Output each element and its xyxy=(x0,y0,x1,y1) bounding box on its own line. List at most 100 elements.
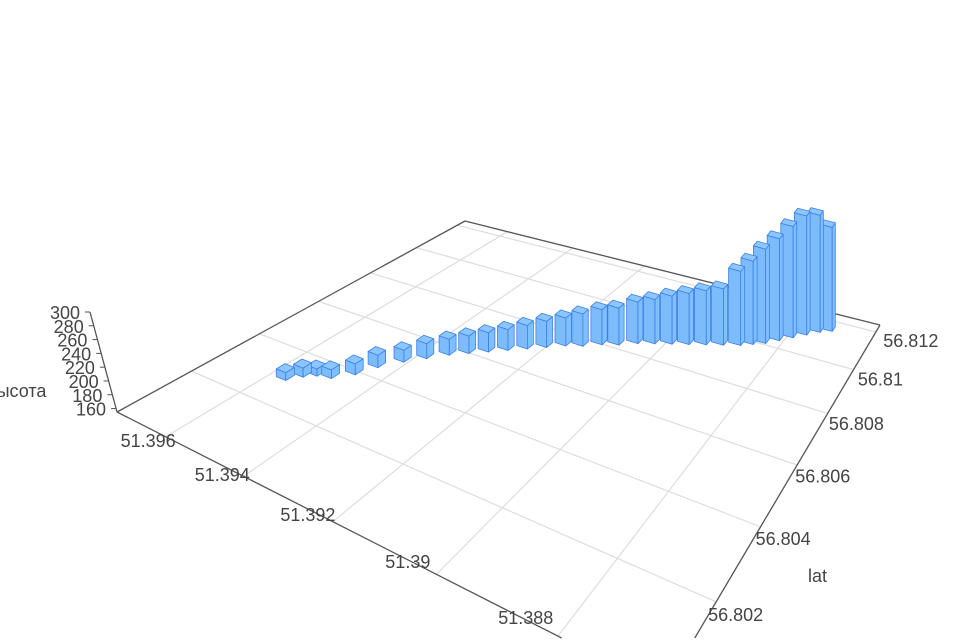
bar-face xyxy=(688,288,694,346)
bar[interactable] xyxy=(535,312,553,348)
bar-face xyxy=(740,266,746,346)
bar[interactable] xyxy=(607,299,625,346)
bar[interactable] xyxy=(321,360,341,380)
lon-tick-label: 51.394 xyxy=(195,465,250,485)
bar-face xyxy=(535,317,548,348)
bar-top xyxy=(711,280,729,290)
bar-top xyxy=(321,360,341,371)
bar-top xyxy=(438,330,457,340)
bar-top xyxy=(807,207,824,216)
bar-top xyxy=(643,291,661,301)
grid-line-lon xyxy=(165,231,508,438)
bar-face xyxy=(779,233,784,342)
lat-tick-label: 56.81 xyxy=(858,370,903,390)
bar-face xyxy=(806,210,811,336)
bar[interactable] xyxy=(497,320,515,351)
lat-tick-label: 56.806 xyxy=(795,467,850,487)
axis-line xyxy=(116,220,466,413)
bar-face xyxy=(660,292,673,345)
bar-top xyxy=(677,285,694,295)
z-tick-label: 220 xyxy=(65,358,95,378)
tick-labels: 51.396 51.394 51.392 51.39 51.388 56.812 56.81… xyxy=(50,303,938,628)
bar-top xyxy=(516,316,534,326)
bar[interactable] xyxy=(516,316,534,350)
bar[interactable] xyxy=(626,293,644,345)
bar-face xyxy=(711,285,724,346)
lon-tick-label: 51.392 xyxy=(280,505,335,525)
bar-face xyxy=(637,297,644,345)
bar-top xyxy=(571,305,589,315)
bar-top xyxy=(344,354,364,365)
bar[interactable] xyxy=(554,309,572,347)
grid-line-lon xyxy=(557,306,810,637)
bar[interactable] xyxy=(694,282,711,346)
bar-top xyxy=(497,320,515,331)
bar[interactable] xyxy=(766,230,784,342)
bar-top xyxy=(293,358,312,369)
bar[interactable] xyxy=(458,327,476,355)
bar[interactable] xyxy=(590,301,608,346)
lat-tick-label: 56.802 xyxy=(708,605,763,625)
bar-face xyxy=(554,314,567,347)
z-tick-label: 200 xyxy=(69,372,99,392)
bar-top xyxy=(535,312,553,322)
bar-top xyxy=(740,252,758,262)
bar[interactable] xyxy=(677,285,694,346)
bar-face xyxy=(571,310,584,347)
bar[interactable] xyxy=(367,346,387,369)
bar[interactable] xyxy=(643,291,661,345)
bar[interactable] xyxy=(438,330,457,356)
grid-line-lat xyxy=(191,370,717,603)
bar[interactable] xyxy=(793,207,811,336)
bar-top xyxy=(793,207,811,217)
bar-top xyxy=(458,327,476,337)
bar-top xyxy=(780,218,798,227)
bar[interactable] xyxy=(780,218,798,339)
bar-top xyxy=(660,287,678,297)
bar-top xyxy=(607,299,625,309)
bar-top xyxy=(477,324,496,334)
bar-top xyxy=(367,346,387,356)
axis-line xyxy=(694,324,881,639)
bars xyxy=(275,207,836,381)
z-tick-label: 260 xyxy=(57,331,87,351)
bar-face xyxy=(516,321,528,350)
z-axis-label: высота xyxy=(0,381,47,401)
bar-top xyxy=(590,301,608,311)
bar[interactable] xyxy=(660,287,678,345)
bar-face xyxy=(590,305,603,346)
bar[interactable] xyxy=(477,324,496,353)
bar-top xyxy=(626,293,644,303)
lon-tick-label: 51.39 xyxy=(385,552,430,572)
bar-face xyxy=(626,298,639,345)
bar[interactable] xyxy=(344,354,364,376)
bar-face xyxy=(671,291,678,345)
bar-face xyxy=(792,221,798,339)
lat-tick-label: 56.804 xyxy=(756,529,811,549)
z-axis-line xyxy=(89,311,118,413)
bar-face xyxy=(582,308,589,347)
bar[interactable] xyxy=(275,363,295,381)
grid-line-lat xyxy=(318,300,798,466)
bar-top xyxy=(416,334,435,345)
bar-top xyxy=(753,240,770,250)
bar[interactable] xyxy=(728,262,746,346)
bar[interactable] xyxy=(571,305,589,347)
bar[interactable] xyxy=(711,280,729,346)
lon-tick-label: 51.396 xyxy=(121,431,176,451)
bar-top xyxy=(694,282,711,292)
bar-face xyxy=(607,304,620,346)
bar-face xyxy=(831,222,836,332)
bar[interactable] xyxy=(293,358,312,378)
bar-face xyxy=(819,210,824,333)
bar-face xyxy=(728,267,742,346)
z-tick-label: 300 xyxy=(50,303,80,323)
bar[interactable] xyxy=(393,341,412,363)
bar-top xyxy=(766,230,784,240)
bar-face xyxy=(694,287,707,346)
grid-line-lon xyxy=(243,247,574,477)
bar[interactable] xyxy=(416,334,435,360)
z-tick-label: 160 xyxy=(76,400,106,420)
